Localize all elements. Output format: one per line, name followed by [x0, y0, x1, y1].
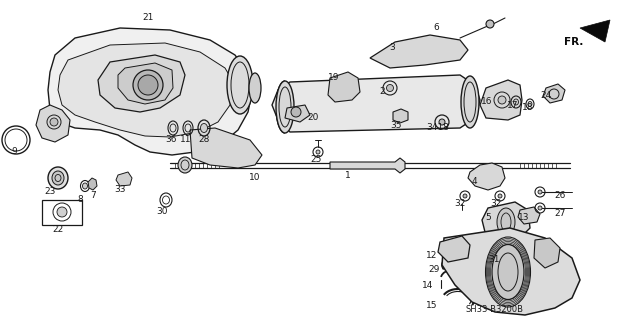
Polygon shape [370, 35, 468, 68]
Text: 26: 26 [554, 191, 566, 201]
Polygon shape [468, 163, 505, 190]
Polygon shape [438, 236, 470, 262]
Text: 31: 31 [488, 256, 500, 264]
Ellipse shape [200, 123, 207, 132]
Polygon shape [580, 20, 610, 42]
Text: 14: 14 [422, 280, 434, 290]
Text: 35: 35 [390, 121, 402, 130]
Text: 24: 24 [540, 92, 552, 100]
Polygon shape [118, 63, 173, 104]
Text: 6: 6 [433, 24, 439, 33]
Text: 32: 32 [454, 199, 466, 209]
Circle shape [439, 119, 445, 125]
Text: 25: 25 [310, 155, 322, 165]
Text: 3418: 3418 [427, 123, 449, 132]
Ellipse shape [83, 183, 88, 189]
Circle shape [538, 190, 542, 194]
Polygon shape [480, 80, 522, 120]
Polygon shape [48, 28, 252, 155]
Text: 36: 36 [165, 136, 177, 145]
Polygon shape [116, 172, 132, 186]
Text: 23: 23 [44, 188, 56, 197]
Text: 33: 33 [115, 186, 125, 195]
Text: 12: 12 [426, 251, 438, 261]
Text: 7: 7 [90, 190, 96, 199]
Ellipse shape [513, 99, 518, 105]
Text: FR.: FR. [564, 37, 584, 47]
Text: 4: 4 [471, 177, 477, 187]
Text: 32: 32 [490, 199, 502, 209]
Polygon shape [98, 55, 185, 112]
Text: 20: 20 [307, 114, 319, 122]
Polygon shape [330, 158, 405, 173]
Polygon shape [58, 43, 235, 137]
Ellipse shape [461, 76, 479, 128]
Text: 1: 1 [345, 170, 351, 180]
Circle shape [138, 75, 158, 95]
Text: 22: 22 [52, 226, 63, 234]
Text: 27: 27 [554, 210, 566, 219]
Ellipse shape [178, 157, 192, 173]
Polygon shape [442, 228, 580, 315]
Text: 2: 2 [379, 87, 385, 97]
Circle shape [316, 150, 320, 154]
Text: 16: 16 [481, 98, 493, 107]
Circle shape [498, 194, 502, 198]
Circle shape [538, 206, 542, 210]
Text: 18: 18 [522, 103, 534, 113]
Circle shape [498, 96, 506, 104]
Circle shape [133, 70, 163, 100]
Circle shape [50, 118, 58, 126]
Ellipse shape [227, 56, 253, 114]
Text: 5: 5 [485, 213, 491, 222]
Polygon shape [543, 84, 565, 103]
Text: 19: 19 [328, 73, 340, 83]
Text: 30: 30 [156, 207, 168, 217]
Polygon shape [88, 178, 97, 190]
Ellipse shape [249, 73, 261, 103]
Polygon shape [534, 238, 560, 268]
Ellipse shape [52, 171, 64, 185]
Text: 9: 9 [11, 147, 17, 157]
Circle shape [291, 107, 301, 117]
Ellipse shape [528, 101, 532, 107]
Polygon shape [190, 128, 262, 168]
Polygon shape [393, 109, 408, 123]
Text: SH33-B3200B: SH33-B3200B [465, 306, 523, 315]
Text: 10: 10 [249, 174, 260, 182]
Text: 21: 21 [142, 13, 154, 23]
Text: 3: 3 [389, 43, 395, 53]
Text: 15: 15 [426, 300, 438, 309]
Polygon shape [328, 72, 360, 102]
Circle shape [486, 20, 494, 28]
Text: 11: 11 [180, 136, 192, 145]
Polygon shape [36, 105, 70, 142]
Ellipse shape [57, 207, 67, 217]
Ellipse shape [492, 244, 524, 300]
Text: 8: 8 [77, 196, 83, 204]
Ellipse shape [497, 208, 515, 236]
Circle shape [463, 194, 467, 198]
Polygon shape [518, 207, 540, 224]
Text: 13: 13 [518, 213, 530, 222]
Polygon shape [482, 202, 530, 240]
Text: 29: 29 [428, 265, 440, 275]
Circle shape [387, 85, 394, 92]
Polygon shape [285, 105, 310, 122]
Ellipse shape [276, 81, 294, 133]
Polygon shape [272, 75, 480, 132]
Text: 17: 17 [508, 101, 519, 110]
Text: 28: 28 [198, 136, 210, 145]
Ellipse shape [48, 167, 68, 189]
